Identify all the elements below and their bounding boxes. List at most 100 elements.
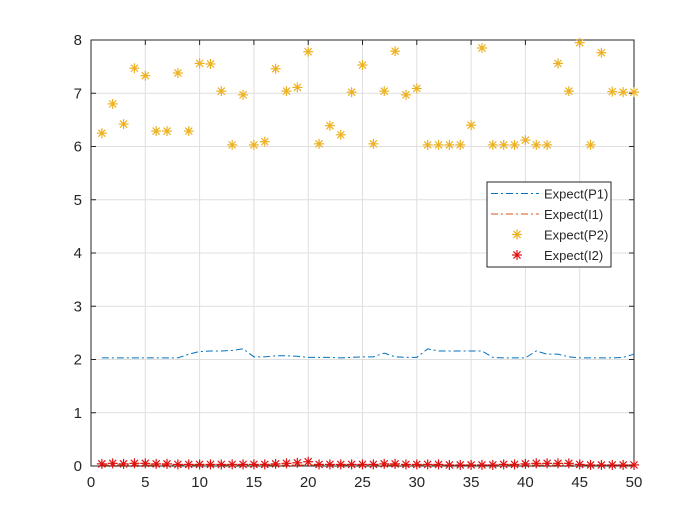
data-point xyxy=(596,459,607,470)
marker-stroke xyxy=(325,121,334,130)
data-point xyxy=(259,136,270,147)
marker-stroke xyxy=(206,460,215,469)
marker-stroke xyxy=(630,88,638,97)
marker-stroke xyxy=(347,88,356,97)
marker-stroke xyxy=(369,139,378,148)
marker-stroke xyxy=(488,460,497,469)
x-tick-label: 15 xyxy=(246,474,263,491)
marker-stroke xyxy=(239,90,247,99)
data-point xyxy=(520,135,531,146)
marker-stroke xyxy=(304,457,313,466)
marker-stroke xyxy=(152,459,161,468)
y-tick-label: 4 xyxy=(74,245,82,262)
legend-swatch xyxy=(512,229,522,240)
y-tick-label: 2 xyxy=(74,352,82,369)
marker-stroke xyxy=(97,459,106,468)
marker-stroke xyxy=(206,60,215,68)
marker-stroke xyxy=(141,71,150,80)
marker-stroke xyxy=(119,120,128,129)
legend-entry: Expect(P1) xyxy=(491,187,608,202)
marker-stroke xyxy=(564,459,573,468)
data-point xyxy=(618,87,629,98)
marker-stroke xyxy=(271,64,280,73)
marker-stroke xyxy=(195,59,204,68)
marker-stroke xyxy=(228,460,237,469)
data-point xyxy=(172,68,183,79)
marker-stroke xyxy=(456,140,465,149)
marker-stroke xyxy=(412,84,421,93)
data-point xyxy=(238,89,249,100)
data-point xyxy=(172,459,183,470)
series-expect-p2 xyxy=(96,37,639,150)
marker-stroke xyxy=(173,460,182,469)
y-tick-label: 1 xyxy=(74,405,82,422)
data-point xyxy=(270,458,281,469)
marker-stroke xyxy=(271,459,280,468)
marker-stroke xyxy=(108,459,117,468)
data-point xyxy=(444,139,455,150)
marker-stroke xyxy=(130,459,139,468)
marker-stroke xyxy=(119,459,128,468)
data-point xyxy=(162,458,173,469)
legend-box xyxy=(486,181,612,268)
series-expect-p1 xyxy=(101,348,635,359)
series-line xyxy=(101,348,635,359)
data-point xyxy=(303,456,314,467)
data-point xyxy=(205,58,216,69)
data-point xyxy=(531,458,542,469)
legend-entry: Expect(P2) xyxy=(512,228,608,243)
data-point xyxy=(379,86,390,97)
data-point xyxy=(292,457,303,468)
x-tick-label: 20 xyxy=(300,474,317,491)
data-point xyxy=(390,458,401,469)
marker-stroke xyxy=(456,460,465,469)
x-tick-label: 5 xyxy=(141,474,149,491)
marker-stroke xyxy=(521,459,530,468)
data-point xyxy=(227,139,238,150)
marker-stroke xyxy=(130,64,139,73)
marker-stroke xyxy=(260,137,269,146)
data-point xyxy=(552,458,563,469)
marker-stroke xyxy=(597,460,606,469)
data-point xyxy=(411,459,422,470)
marker-stroke xyxy=(108,99,117,108)
data-point xyxy=(183,126,194,137)
marker-stroke xyxy=(554,59,562,68)
data-point xyxy=(607,459,618,470)
marker-stroke xyxy=(597,48,606,57)
marker-stroke xyxy=(513,251,521,259)
x-tick-label: 50 xyxy=(626,474,643,491)
data-point xyxy=(324,120,335,131)
marker-stroke xyxy=(282,87,291,96)
data-point xyxy=(390,46,401,57)
legend-entry: Expect(I1) xyxy=(491,207,603,222)
marker-stroke xyxy=(369,460,378,469)
marker-stroke xyxy=(499,140,508,149)
y-tick-label: 3 xyxy=(74,298,82,315)
marker-stroke xyxy=(217,87,226,96)
marker-stroke xyxy=(249,140,258,149)
marker-stroke xyxy=(315,460,324,469)
data-point xyxy=(227,459,238,470)
data-point xyxy=(585,459,596,470)
marker-stroke xyxy=(608,87,617,96)
data-point xyxy=(259,459,270,470)
legend: Expect(P1) Expect(I1) Expect(P2) Expect(I2) xyxy=(486,181,612,268)
data-point xyxy=(400,89,411,100)
data-point xyxy=(433,459,444,470)
data-point xyxy=(455,459,466,470)
x-tick-label: 30 xyxy=(408,474,425,491)
marker-stroke xyxy=(532,140,541,149)
data-point xyxy=(498,139,509,150)
data-point xyxy=(422,139,433,150)
data-point xyxy=(248,139,259,150)
data-point xyxy=(357,60,368,71)
data-point xyxy=(368,138,379,149)
data-point xyxy=(183,459,194,470)
data-point xyxy=(433,139,444,150)
data-point xyxy=(520,458,531,469)
marker-stroke xyxy=(619,88,628,97)
x-tick-label: 10 xyxy=(191,474,208,491)
data-point xyxy=(542,458,553,469)
marker-stroke xyxy=(445,140,454,149)
